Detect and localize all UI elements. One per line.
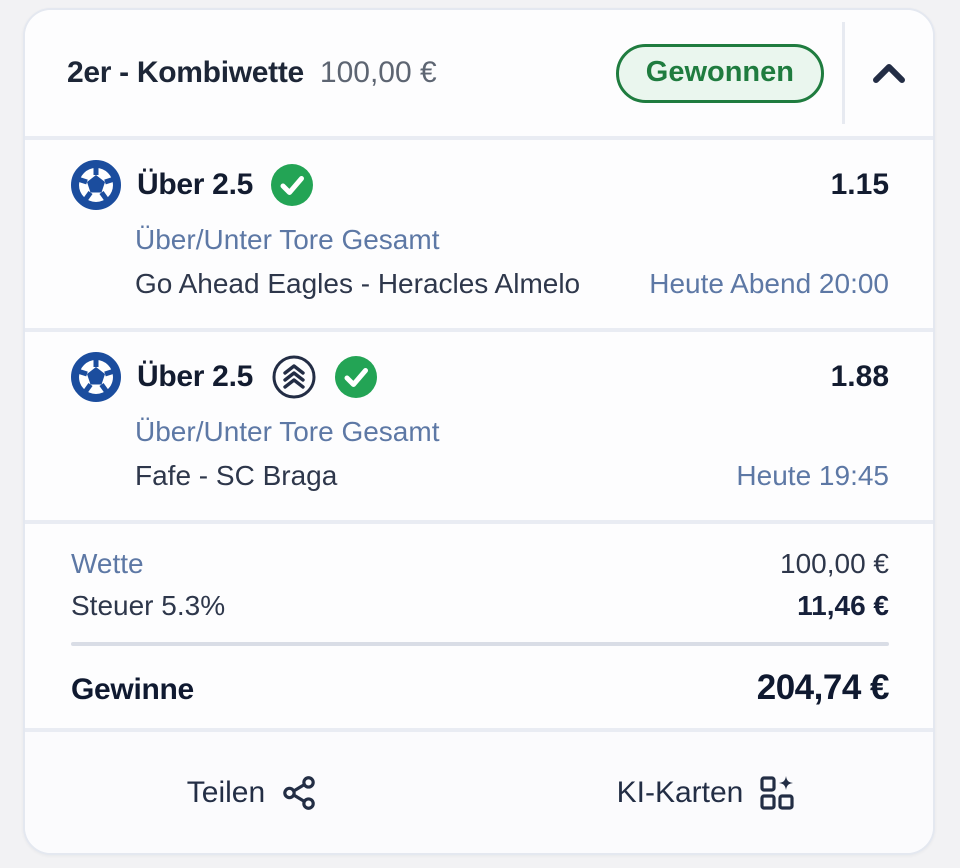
header-stake-amount: 100,00 € (319, 56, 437, 89)
share-button[interactable]: Teilen (25, 732, 479, 853)
check-circle-icon (271, 164, 313, 206)
odds-value: 1.88 (830, 360, 889, 393)
bet-leg-2[interactable]: Über 2.5 1.88 Über/Unter Tore Gesamt Faf… (25, 332, 933, 524)
selection-name: Über 2.5 (137, 168, 253, 201)
event-time: Heute Abend 20:00 (649, 268, 889, 299)
winnings-value: 204,74 € (756, 668, 890, 707)
soccer-ball-icon (71, 352, 121, 402)
tax-label: Steuer 5.3% (71, 590, 226, 621)
check-circle-icon (335, 356, 377, 398)
market-name: Über/Unter Tore Gesamt (135, 224, 440, 255)
bet-summary: Wette 100,00 € Steuer 5.3% 11,46 € Gewin… (25, 524, 933, 732)
bet-slip-footer: Teilen KI-Karten (25, 732, 933, 853)
stake-label: Wette (71, 548, 144, 579)
share-icon (283, 775, 315, 810)
event-time: Heute 19:45 (736, 460, 889, 491)
bet-leg-1[interactable]: Über 2.5 1.15 Über/Unter Tore Gesamt Go … (25, 140, 933, 332)
odds-value: 1.15 (830, 168, 889, 201)
ki-cards-button-label: KI-Karten (616, 775, 744, 809)
ai-cards-grid-icon (760, 775, 794, 810)
collapse-button[interactable] (845, 10, 933, 136)
winnings-row: Gewinne 204,74 € (71, 668, 890, 708)
tax-value: 11,46 € (797, 590, 889, 621)
soccer-ball-icon (71, 160, 121, 210)
share-button-label: Teilen (186, 775, 266, 809)
bet-slip-header: 2er - Kombiwette 100,00 € Gewonnen (25, 10, 933, 140)
winnings-label: Gewinne (71, 673, 194, 706)
status-badge: Gewonnen (615, 43, 824, 103)
selection-name: Über 2.5 (137, 360, 253, 393)
bet-type-title: 2er - Kombiwette (67, 56, 304, 89)
event-name: Go Ahead Eagles - Heracles Almelo (135, 268, 581, 299)
event-name: Fafe - SC Braga (135, 460, 338, 491)
bet-slip-card: 2er - Kombiwette 100,00 € Gewonnen Über … (23, 8, 935, 855)
odds-boost-icon (272, 355, 316, 399)
market-name: Über/Unter Tore Gesamt (135, 416, 440, 447)
ki-cards-button[interactable]: KI-Karten (479, 732, 933, 853)
stake-row: Wette 100,00 € (71, 548, 889, 580)
header-divider (842, 22, 845, 124)
chevron-up-icon (873, 64, 905, 83)
tax-row: Steuer 5.3% 11,46 € (71, 590, 889, 622)
stake-value: 100,00 € (780, 548, 889, 579)
summary-divider (71, 642, 889, 646)
